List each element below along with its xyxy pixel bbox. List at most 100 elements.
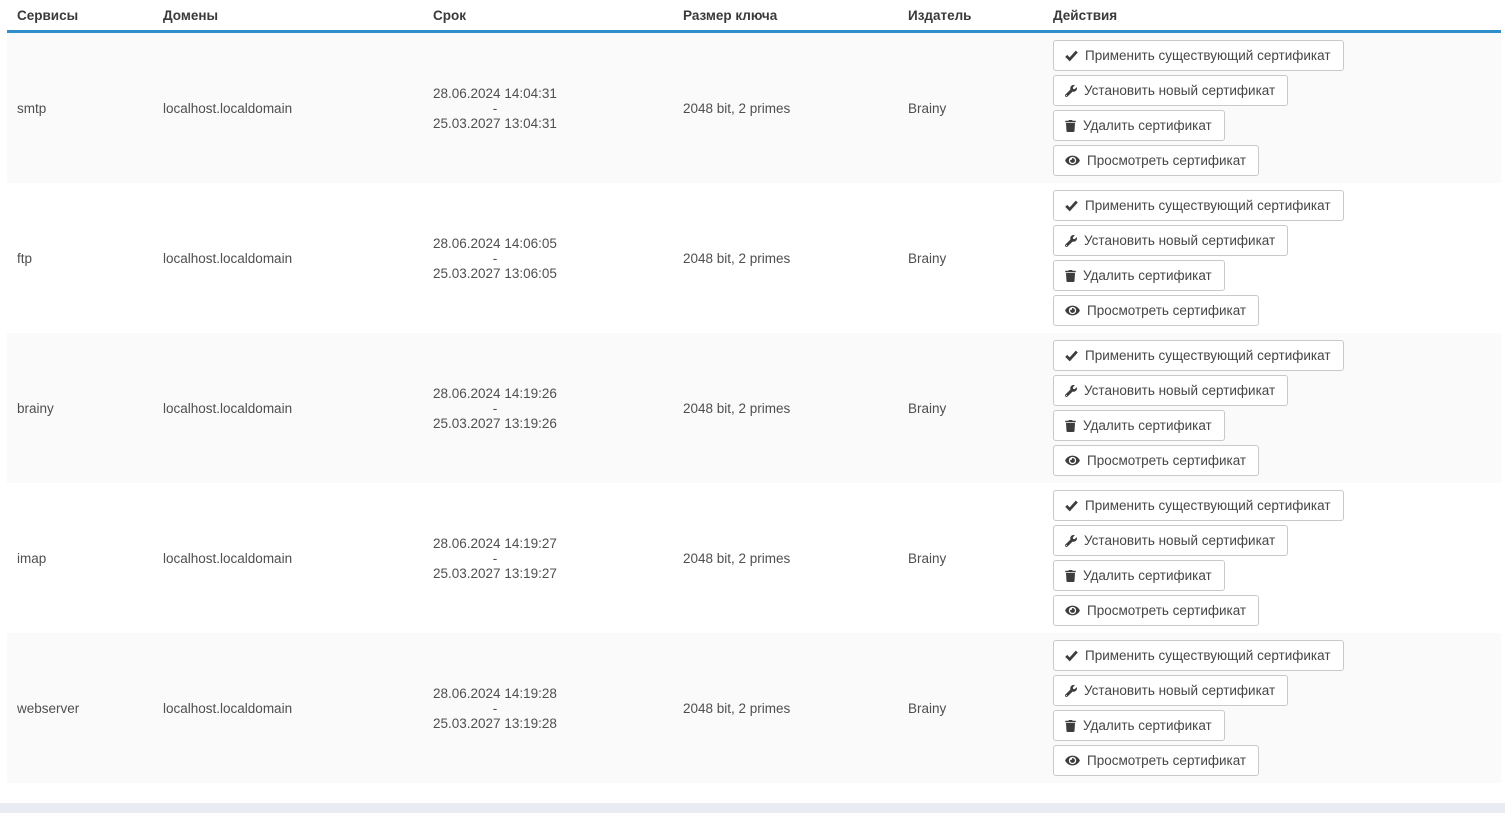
button-label: Установить новый сертификат	[1084, 383, 1276, 398]
eye-icon	[1065, 754, 1080, 767]
button-label: Удалить сертификат	[1083, 568, 1212, 583]
date-separator: -	[492, 100, 498, 116]
column-header-services: Сервисы	[17, 7, 79, 23]
issuer-cell: Brainy	[908, 100, 947, 116]
wrench-certificate-button[interactable]: Установить новый сертификат	[1053, 225, 1289, 256]
button-label: Установить новый сертификат	[1084, 533, 1276, 548]
wrench-certificate-button[interactable]: Установить новый сертификат	[1053, 525, 1289, 556]
column-header-issuer: Издатель	[908, 7, 972, 23]
actions-cell: Применить существующий сертификат Установ…	[1043, 633, 1501, 783]
button-label: Установить новый сертификат	[1084, 83, 1276, 98]
button-label: Удалить сертификат	[1083, 718, 1212, 733]
issuer-cell: Brainy	[908, 250, 947, 266]
footer-bar	[0, 803, 1505, 813]
button-label: Применить существующий сертификат	[1085, 198, 1331, 213]
button-label: Удалить сертификат	[1083, 118, 1212, 133]
trash-icon	[1065, 269, 1076, 282]
button-label: Удалить сертификат	[1083, 418, 1212, 433]
eye-icon	[1065, 304, 1080, 317]
trash-icon	[1065, 419, 1076, 432]
button-label: Применить существующий сертификат	[1085, 498, 1331, 513]
valid-from: 28.06.2024 14:06:05	[433, 235, 557, 251]
wrench-icon	[1065, 84, 1077, 97]
check-icon	[1065, 349, 1078, 362]
service-cell: brainy	[17, 400, 54, 416]
eye-certificate-button[interactable]: Просмотреть сертификат	[1053, 595, 1260, 626]
button-label: Применить существующий сертификат	[1085, 348, 1331, 363]
button-label: Просмотреть сертификат	[1087, 153, 1247, 168]
domain-cell: localhost.localdomain	[163, 100, 293, 116]
button-label: Просмотреть сертификат	[1087, 603, 1247, 618]
key-size-cell: 2048 bit, 2 primes	[683, 400, 791, 416]
valid-to: 25.03.2027 13:19:27	[433, 565, 557, 581]
domain-cell: localhost.localdomain	[163, 250, 293, 266]
eye-certificate-button[interactable]: Просмотреть сертификат	[1053, 295, 1260, 326]
table-row: smtp localhost.localdomain 28.06.2024 14:0…	[7, 33, 1501, 183]
valid-from: 28.06.2024 14:19:26	[433, 385, 557, 401]
check-certificate-button[interactable]: Применить существующий сертификат	[1053, 190, 1344, 221]
column-header-key-size: Размер ключа	[683, 7, 778, 23]
column-header-validity: Срок	[433, 7, 466, 23]
valid-from: 28.06.2024 14:04:31	[433, 85, 557, 101]
wrench-icon	[1065, 384, 1077, 397]
valid-to: 25.03.2027 13:06:05	[433, 265, 557, 281]
valid-to: 25.03.2027 13:19:26	[433, 415, 557, 431]
actions-cell: Применить существующий сертификат Установ…	[1043, 183, 1501, 333]
date-separator: -	[492, 700, 498, 716]
issuer-cell: Brainy	[908, 700, 947, 716]
check-certificate-button[interactable]: Применить существующий сертификат	[1053, 640, 1344, 671]
key-size-cell: 2048 bit, 2 primes	[683, 550, 791, 566]
check-certificate-button[interactable]: Применить существующий сертификат	[1053, 40, 1344, 71]
trash-certificate-button[interactable]: Удалить сертификат	[1053, 110, 1225, 141]
actions-cell: Применить существующий сертификат Установ…	[1043, 33, 1501, 183]
wrench-certificate-button[interactable]: Установить новый сертификат	[1053, 375, 1289, 406]
column-header-actions: Действия	[1053, 7, 1118, 23]
validity-cell: 28.06.2024 14:19:27-25.03.2027 13:19:27	[423, 483, 673, 633]
service-cell: smtp	[17, 100, 47, 116]
key-size-cell: 2048 bit, 2 primes	[683, 700, 791, 716]
domain-cell: localhost.localdomain	[163, 550, 293, 566]
issuer-cell: Brainy	[908, 550, 947, 566]
button-label: Применить существующий сертификат	[1085, 48, 1331, 63]
eye-certificate-button[interactable]: Просмотреть сертификат	[1053, 145, 1260, 176]
check-icon	[1065, 199, 1078, 212]
validity-cell: 28.06.2024 14:04:31-25.03.2027 13:04:31	[423, 33, 673, 183]
trash-certificate-button[interactable]: Удалить сертификат	[1053, 560, 1225, 591]
wrench-icon	[1065, 684, 1077, 697]
valid-to: 25.03.2027 13:04:31	[433, 115, 557, 131]
button-label: Установить новый сертификат	[1084, 683, 1276, 698]
validity-cell: 28.06.2024 14:19:26-25.03.2027 13:19:26	[423, 333, 673, 483]
check-icon	[1065, 499, 1078, 512]
button-label: Применить существующий сертификат	[1085, 648, 1331, 663]
wrench-icon	[1065, 234, 1077, 247]
trash-icon	[1065, 719, 1076, 732]
key-size-cell: 2048 bit, 2 primes	[683, 100, 791, 116]
wrench-certificate-button[interactable]: Установить новый сертификат	[1053, 675, 1289, 706]
valid-from: 28.06.2024 14:19:27	[433, 535, 557, 551]
validity-cell: 28.06.2024 14:06:05-25.03.2027 13:06:05	[423, 183, 673, 333]
actions-cell: Применить существующий сертификат Установ…	[1043, 483, 1501, 633]
table-row: imap localhost.localdomain 28.06.2024 14:1…	[7, 483, 1501, 633]
column-header-domains: Домены	[163, 7, 219, 23]
eye-certificate-button[interactable]: Просмотреть сертификат	[1053, 745, 1260, 776]
wrench-certificate-button[interactable]: Установить новый сертификат	[1053, 75, 1289, 106]
trash-certificate-button[interactable]: Удалить сертификат	[1053, 710, 1225, 741]
check-certificate-button[interactable]: Применить существующий сертификат	[1053, 490, 1344, 521]
trash-icon	[1065, 119, 1076, 132]
button-label: Просмотреть сертификат	[1087, 303, 1247, 318]
trash-icon	[1065, 569, 1076, 582]
table-row: ftp localhost.localdomain 28.06.2024 14:06…	[7, 183, 1501, 333]
trash-certificate-button[interactable]: Удалить сертификат	[1053, 260, 1225, 291]
button-label: Просмотреть сертификат	[1087, 453, 1247, 468]
check-certificate-button[interactable]: Применить существующий сертификат	[1053, 340, 1344, 371]
check-icon	[1065, 49, 1078, 62]
date-separator: -	[492, 550, 498, 566]
trash-certificate-button[interactable]: Удалить сертификат	[1053, 410, 1225, 441]
validity-cell: 28.06.2024 14:19:28-25.03.2027 13:19:28	[423, 633, 673, 783]
date-separator: -	[492, 400, 498, 416]
service-cell: webserver	[17, 700, 80, 716]
eye-certificate-button[interactable]: Просмотреть сертификат	[1053, 445, 1260, 476]
button-label: Удалить сертификат	[1083, 268, 1212, 283]
button-label: Установить новый сертификат	[1084, 233, 1276, 248]
domain-cell: localhost.localdomain	[163, 400, 293, 416]
